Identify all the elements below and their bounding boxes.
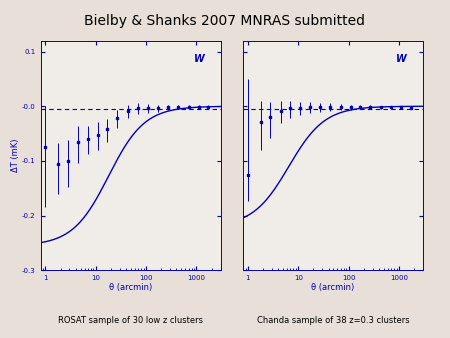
Text: Bielby & Shanks 2007 MNRAS submitted: Bielby & Shanks 2007 MNRAS submitted [85,14,365,27]
Text: W: W [396,54,407,64]
Text: ROSAT sample of 30 low z clusters: ROSAT sample of 30 low z clusters [58,316,203,325]
X-axis label: θ (arcmin): θ (arcmin) [311,283,355,292]
Text: Chanda sample of 38 z=0.3 clusters: Chanda sample of 38 z=0.3 clusters [256,316,410,325]
Text: W: W [194,54,204,64]
X-axis label: θ (arcmin): θ (arcmin) [109,283,152,292]
Y-axis label: ΔT (mK): ΔT (mK) [12,139,21,172]
